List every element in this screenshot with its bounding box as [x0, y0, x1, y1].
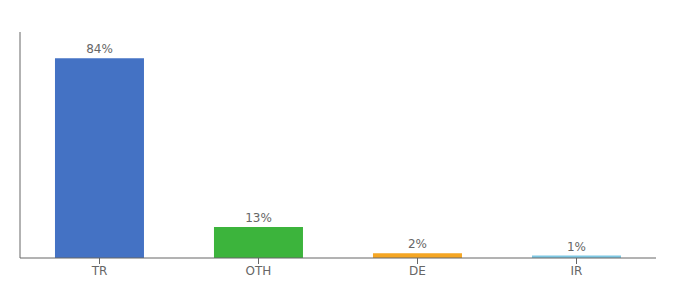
svg-text:1%: 1%	[567, 240, 586, 254]
svg-text:TR: TR	[91, 264, 108, 278]
svg-text:13%: 13%	[245, 211, 272, 225]
svg-text:2%: 2%	[408, 237, 427, 251]
svg-text:84%: 84%	[86, 42, 113, 56]
svg-text:IR: IR	[571, 264, 583, 278]
svg-text:DE: DE	[409, 264, 426, 278]
svg-text:OTH: OTH	[246, 264, 272, 278]
